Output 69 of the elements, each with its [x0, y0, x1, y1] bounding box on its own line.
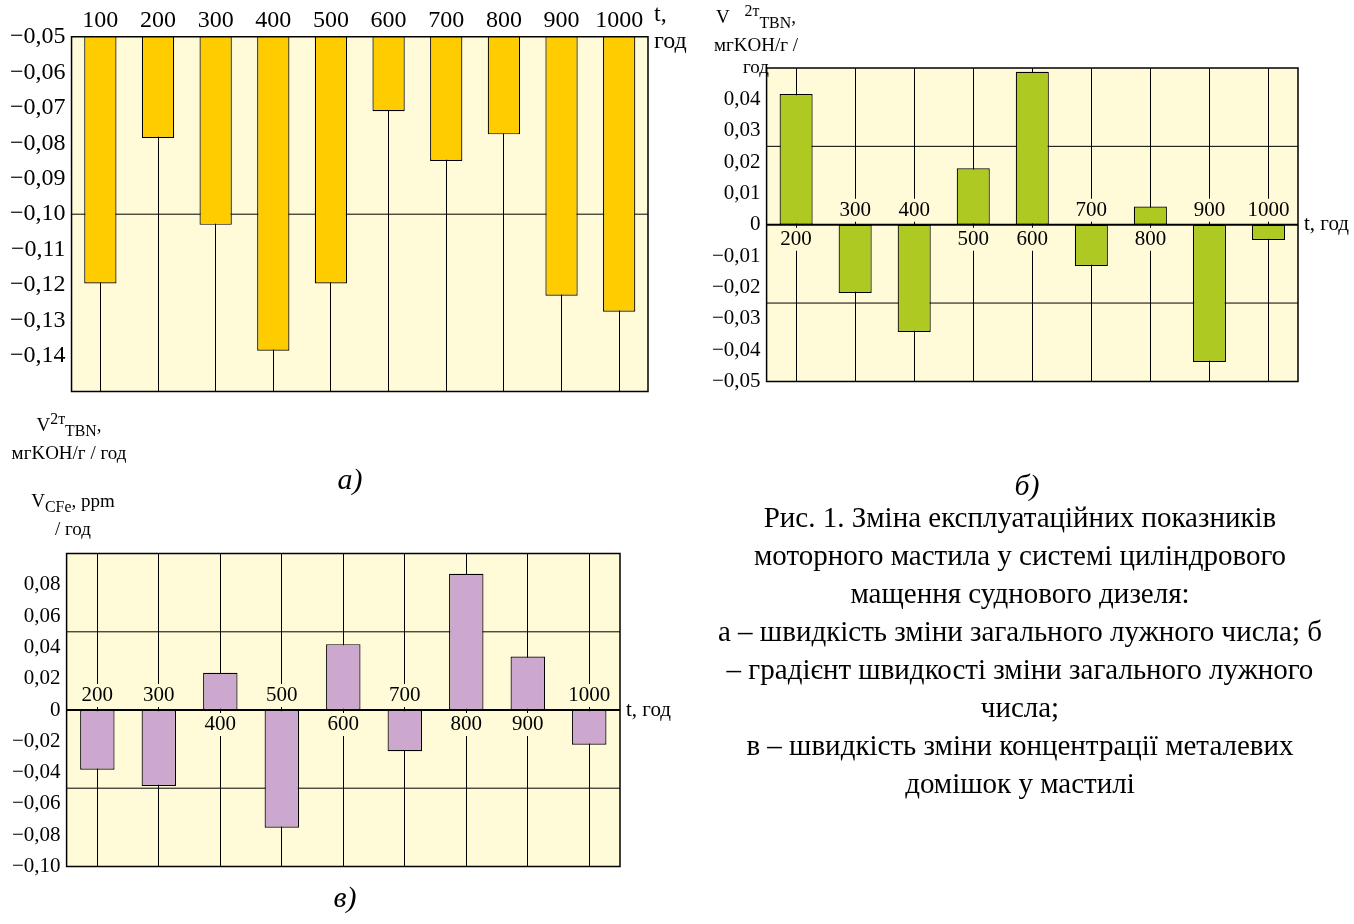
x-tick-label: 600	[1016, 225, 1049, 250]
y-tick-label: −0,08	[9, 128, 66, 155]
y-tick-label: −0,01	[712, 242, 761, 267]
x-tick-label: 100	[82, 5, 119, 32]
x-tick-label: 1000	[1247, 196, 1290, 221]
y-tick-label: −0,04	[12, 759, 62, 784]
y-tick-label: 0,02	[23, 665, 61, 690]
x-tick-label: 500	[957, 225, 989, 250]
y-tick-label: −0,05	[712, 367, 761, 392]
y-tick-label: −0,06	[12, 790, 61, 815]
y-tick-label: −0,13	[9, 305, 66, 332]
y-tick-label: 0	[750, 211, 761, 236]
x-tick-label: 700	[1075, 196, 1108, 221]
x-tick-label: 700	[428, 5, 465, 32]
y-tick-label: 0,01	[723, 179, 761, 204]
x-tick-label: 800	[450, 711, 483, 736]
y-tick-label: −0,06	[9, 57, 66, 84]
text: а – швидкість зміни загального лужного числа; б – градієнт швидкості зміни загального лужного числа;	[717, 614, 1323, 725]
y-tick-label: 0	[50, 696, 61, 721]
x-tick-label: 800	[485, 5, 522, 32]
x-tick-label: 700	[389, 682, 421, 707]
x-tick-label: 400	[255, 5, 292, 32]
x-tick-label: 400	[204, 711, 237, 736]
y-tick-label: −0,07	[9, 93, 66, 120]
x-tick-label: 300	[839, 196, 871, 221]
y-tick-label: −0,10	[9, 199, 66, 226]
x-axis-title: t, год	[654, 0, 687, 53]
x-tick-label: 300	[197, 5, 234, 32]
x-tick-label: 900	[1193, 196, 1226, 221]
y-tick-label: −0,04	[712, 336, 762, 361]
text: в)	[332, 880, 358, 914]
x-axis-title: t, год	[1304, 211, 1350, 236]
y-tick-label: −0,11	[10, 234, 66, 261]
text: Рис. 1. Зміна експлуатаційних показників моторного мастила у системі циліндрового мащення суднового дизеля:	[752, 501, 1288, 611]
text: в – швидкість зміни концентрації металевих домішок у мастилі	[745, 728, 1295, 801]
x-tick-label: 900	[543, 5, 580, 32]
y-axis-title: V$^{2т}$$_{TBN}$, мгKOH/г / год	[10, 409, 128, 465]
y-tick-label: −0,14	[9, 341, 66, 368]
y-tick-label: −0,02	[12, 727, 61, 752]
y-tick-label: 0,04	[723, 85, 762, 110]
y-tick-label: 0,04	[23, 633, 62, 658]
y-tick-label: −0,03	[712, 305, 761, 330]
x-tick-label: 600	[370, 5, 407, 32]
x-tick-label: 200	[81, 682, 114, 707]
x-tick-label: 500	[266, 682, 298, 707]
y-tick-label: 0,06	[23, 602, 61, 627]
x-tick-label: 200	[780, 225, 812, 250]
y-tick-label: 0,02	[723, 148, 761, 173]
y-tick-label: −0,08	[12, 821, 61, 846]
x-tick-label: 600	[327, 711, 360, 736]
y-tick-label: −0,02	[712, 273, 761, 298]
x-tick-label: 500	[312, 5, 349, 32]
x-tick-label: 300	[143, 682, 175, 707]
y-tick-label: −0,05	[9, 22, 66, 49]
text: б)	[1013, 468, 1041, 502]
x-axis-title: t, год	[626, 696, 672, 721]
y-tick-label: 0,08	[23, 571, 61, 596]
x-tick-label: 200	[140, 5, 176, 32]
x-tick-label: 800	[1134, 225, 1167, 250]
y-axis-title: V$_{CFe}$, ppm / год	[30, 490, 116, 540]
y-tick-label: −0,09	[9, 164, 66, 191]
x-tick-label: 1000	[595, 5, 644, 32]
x-tick-label: 1000	[568, 682, 611, 707]
text: а)	[337, 462, 363, 495]
x-tick-label: 400	[898, 196, 930, 221]
y-tick-label: −0,10	[12, 852, 61, 877]
y-tick-label: 0,03	[723, 117, 761, 142]
y-tick-label: −0,12	[9, 270, 66, 297]
x-tick-label: 900	[512, 711, 544, 736]
